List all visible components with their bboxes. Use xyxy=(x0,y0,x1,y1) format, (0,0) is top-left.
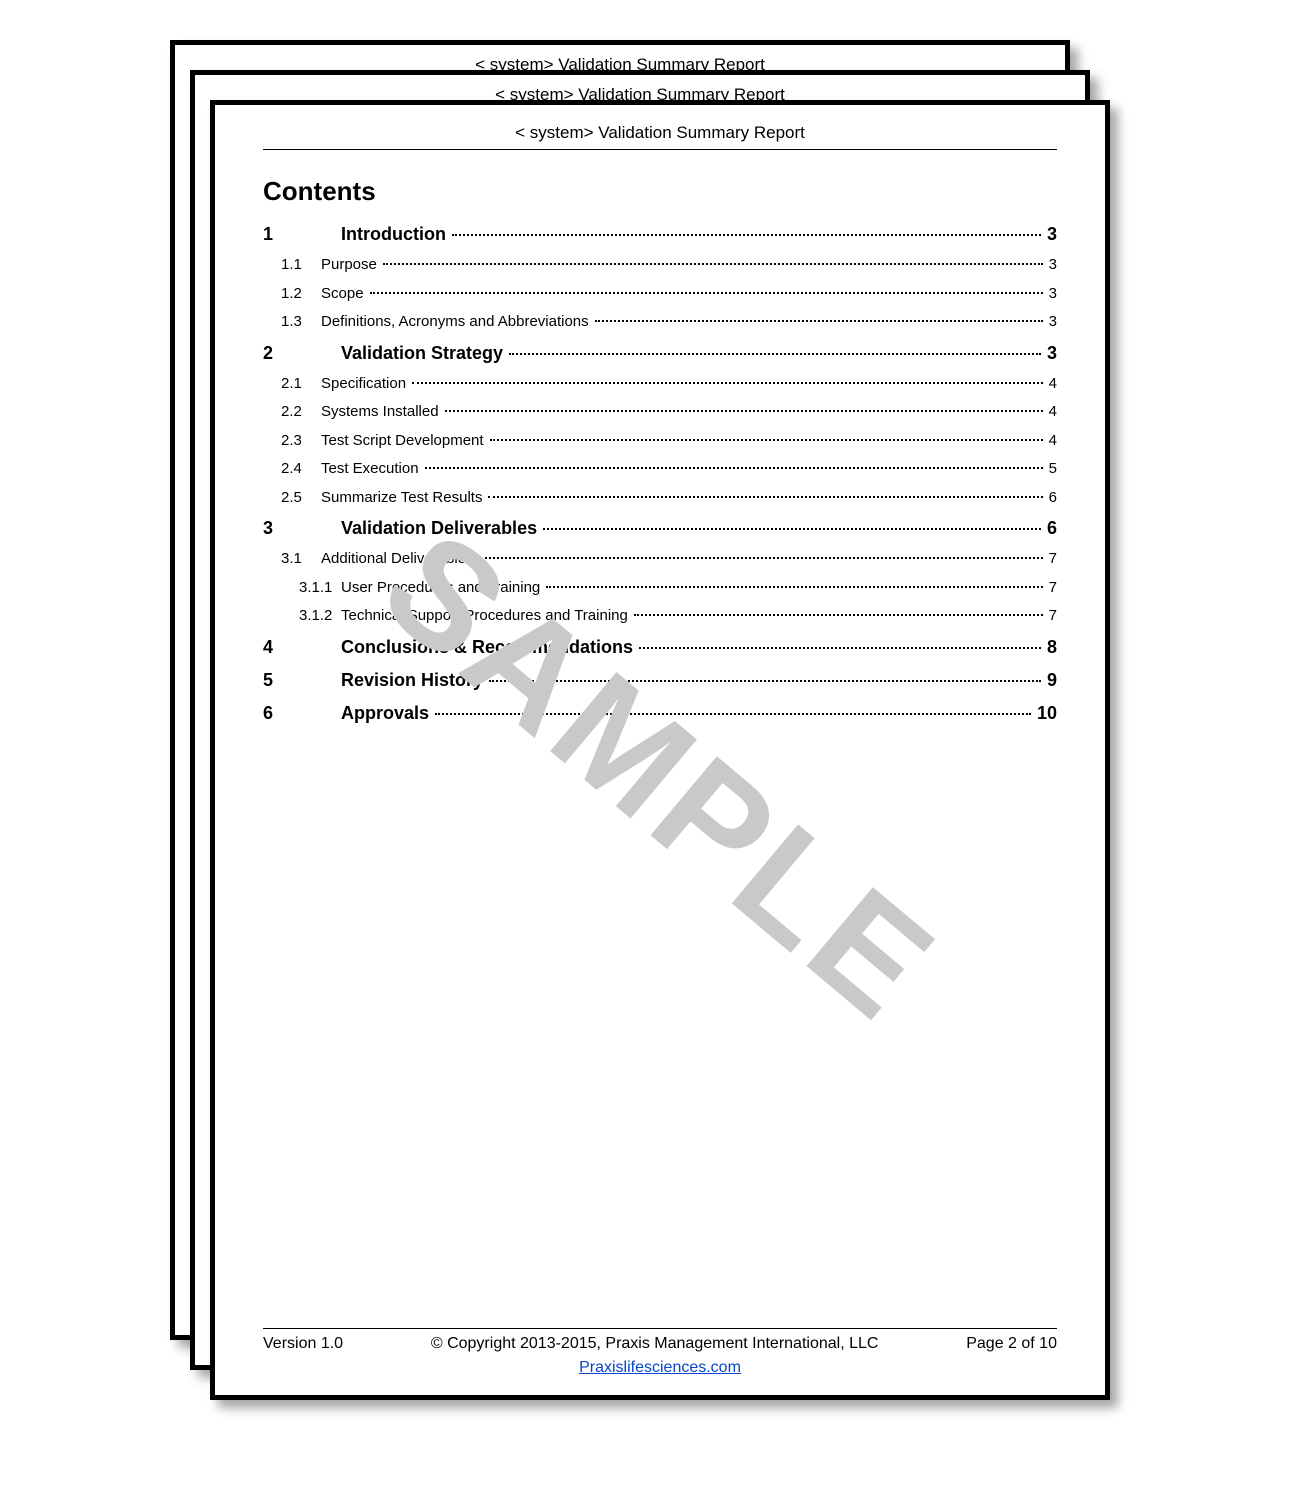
toc-leader-dots xyxy=(509,353,1041,355)
toc-page: 4 xyxy=(1045,401,1057,424)
toc-title: Approvals xyxy=(341,700,433,727)
header-rule: < system> Validation Summary Report xyxy=(263,123,1057,150)
toc-leader-dots xyxy=(445,410,1043,412)
contents-heading: Contents xyxy=(263,176,1057,207)
toc-page: 3 xyxy=(1045,311,1057,334)
toc-entry: 1Introduction 3 xyxy=(263,221,1057,248)
toc-title: Systems Installed xyxy=(321,401,443,424)
toc-number: 1.3 xyxy=(263,311,321,334)
toc-title: Test Execution xyxy=(321,458,423,481)
toc-leader-dots xyxy=(383,263,1043,265)
toc-number: 2 xyxy=(263,340,341,367)
toc-leader-dots xyxy=(546,586,1042,588)
toc-number: 2.1 xyxy=(263,373,321,396)
toc-number: 3 xyxy=(263,515,341,542)
toc-entry: 5Revision History 9 xyxy=(263,667,1057,694)
toc-page: 7 xyxy=(1045,548,1057,571)
toc-leader-dots xyxy=(595,320,1043,322)
toc-leader-dots xyxy=(543,528,1041,530)
toc-title: Test Script Development xyxy=(321,430,488,453)
footer-link[interactable]: Praxislifesciences.com xyxy=(579,1359,741,1376)
toc-number: 2.2 xyxy=(263,401,321,424)
toc-number: 1.2 xyxy=(263,283,321,306)
toc-entry: 3.1Additional Deliverables 7 xyxy=(263,548,1057,571)
toc-entry: 2.4Test Execution 5 xyxy=(263,458,1057,481)
toc-entry: 3.1.2Technical Support Procedures and Tr… xyxy=(263,605,1057,628)
toc-page: 3 xyxy=(1043,221,1057,248)
toc-number: 3.1.2 xyxy=(263,605,341,628)
toc-number: 3.1.1 xyxy=(263,577,341,600)
toc-number: 1 xyxy=(263,221,341,248)
page-stack: < system> Validation Summary Report < sy… xyxy=(170,40,1120,1420)
toc-page: 9 xyxy=(1043,667,1057,694)
toc-title: Specification xyxy=(321,373,410,396)
toc-leader-dots xyxy=(489,680,1041,682)
toc-entry: 2.1Specification 4 xyxy=(263,373,1057,396)
toc-page: 5 xyxy=(1045,458,1057,481)
toc-page: 4 xyxy=(1045,430,1057,453)
toc-page: 4 xyxy=(1045,373,1057,396)
toc-title: Conclusions & Recommendations xyxy=(341,634,637,661)
toc-leader-dots xyxy=(425,467,1043,469)
stacked-page-front: < system> Validation Summary Report Cont… xyxy=(210,100,1110,1400)
footer-version: Version 1.0 xyxy=(263,1335,343,1353)
footer-page: Page 2 of 10 xyxy=(966,1335,1057,1353)
toc-title: Technical Support Procedures and Trainin… xyxy=(341,605,632,628)
toc-title: Revision History xyxy=(341,667,487,694)
toc-leader-dots xyxy=(634,614,1043,616)
toc-page: 6 xyxy=(1045,487,1057,510)
toc-page: 3 xyxy=(1043,340,1057,367)
toc-leader-dots xyxy=(412,382,1043,384)
toc-number: 2.5 xyxy=(263,487,321,510)
toc-entry: 4Conclusions & Recommendations 8 xyxy=(263,634,1057,661)
toc-leader-dots xyxy=(452,234,1041,236)
toc-entry: 2.2Systems Installed 4 xyxy=(263,401,1057,424)
toc-leader-dots xyxy=(370,292,1043,294)
toc-leader-dots xyxy=(639,647,1041,649)
toc-entry: 6Approvals 10 xyxy=(263,700,1057,727)
toc-entry: 1.3Definitions, Acronyms and Abbreviatio… xyxy=(263,311,1057,334)
page-footer: Version 1.0 © Copyright 2013-2015, Praxi… xyxy=(263,1328,1057,1377)
toc-number: 2.3 xyxy=(263,430,321,453)
footer-copyright: © Copyright 2013-2015, Praxis Management… xyxy=(431,1335,879,1353)
toc-title: User Procedures and Training xyxy=(341,577,544,600)
toc-leader-dots xyxy=(490,439,1043,441)
toc-page: 6 xyxy=(1043,515,1057,542)
toc-entry: 2.5Summarize Test Results 6 xyxy=(263,487,1057,510)
toc-number: 5 xyxy=(263,667,341,694)
toc-number: 6 xyxy=(263,700,341,727)
toc-page: 10 xyxy=(1033,700,1057,727)
toc-title: Validation Deliverables xyxy=(341,515,541,542)
toc-title: Purpose xyxy=(321,254,381,277)
toc-title: Validation Strategy xyxy=(341,340,507,367)
table-of-contents: 1Introduction31.1Purpose31.2Scope31.3Def… xyxy=(263,221,1057,727)
toc-entry: 3Validation Deliverables 6 xyxy=(263,515,1057,542)
toc-page: 8 xyxy=(1043,634,1057,661)
toc-page: 7 xyxy=(1045,577,1057,600)
toc-number: 1.1 xyxy=(263,254,321,277)
toc-entry: 1.1Purpose 3 xyxy=(263,254,1057,277)
toc-number: 2.4 xyxy=(263,458,321,481)
toc-entry: 3.1.1User Procedures and Training 7 xyxy=(263,577,1057,600)
toc-entry: 2.3Test Script Development 4 xyxy=(263,430,1057,453)
toc-leader-dots xyxy=(480,557,1043,559)
toc-number: 4 xyxy=(263,634,341,661)
toc-page: 3 xyxy=(1045,254,1057,277)
toc-entry: 2Validation Strategy 3 xyxy=(263,340,1057,367)
toc-page: 7 xyxy=(1045,605,1057,628)
toc-number: 3.1 xyxy=(263,548,321,571)
doc-title: < system> Validation Summary Report xyxy=(263,123,1057,143)
toc-title: Scope xyxy=(321,283,368,306)
toc-leader-dots xyxy=(488,496,1042,498)
toc-title: Definitions, Acronyms and Abbreviations xyxy=(321,311,593,334)
toc-leader-dots xyxy=(435,713,1031,715)
toc-page: 3 xyxy=(1045,283,1057,306)
toc-title: Introduction xyxy=(341,221,450,248)
toc-title: Summarize Test Results xyxy=(321,487,486,510)
toc-title: Additional Deliverables xyxy=(321,548,478,571)
toc-entry: 1.2Scope 3 xyxy=(263,283,1057,306)
